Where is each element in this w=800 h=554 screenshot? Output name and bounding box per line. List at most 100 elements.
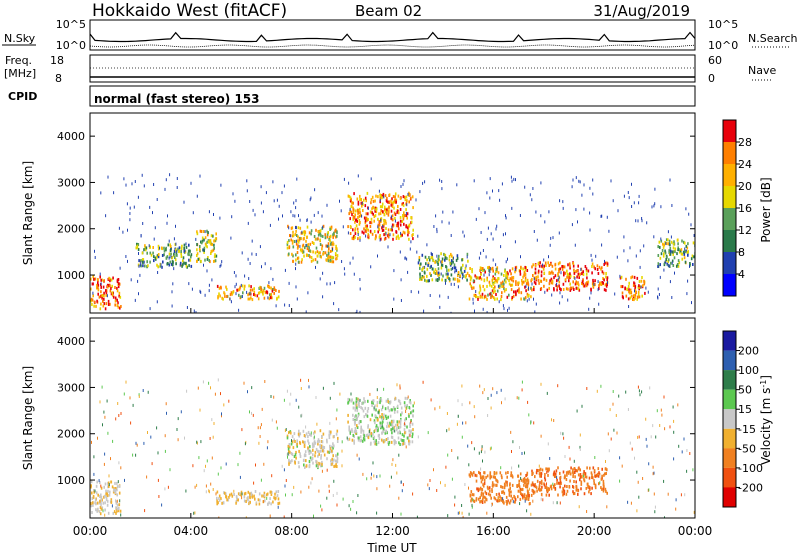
- velocity-cell: [576, 409, 578, 413]
- velocity-cell: [489, 476, 491, 480]
- power-cell: [512, 294, 515, 298]
- power-cell: [353, 192, 355, 196]
- velocity-cell: [405, 410, 407, 413]
- power-cell: [659, 245, 661, 249]
- power-cell: [203, 263, 204, 267]
- power-cell: [173, 237, 175, 241]
- velocity-cell: [575, 484, 578, 488]
- power-cell: [303, 254, 305, 258]
- power-cell: [384, 220, 387, 223]
- power-cell: [317, 211, 319, 215]
- power-cell: [633, 201, 635, 205]
- velocity-cell: [591, 486, 593, 490]
- power-cell: [169, 260, 171, 264]
- power-cell: [456, 254, 459, 258]
- velocity-cell: [556, 481, 558, 485]
- velocity-cell: [588, 485, 590, 488]
- power-cell: [685, 249, 687, 253]
- velocity-cell: [295, 398, 297, 402]
- velocity-cell: [352, 433, 355, 437]
- power-cell: [572, 286, 574, 290]
- power-cell: [599, 281, 601, 285]
- power-cell: [295, 285, 297, 289]
- power-cell: [629, 296, 632, 300]
- velocity-cell: [537, 469, 539, 472]
- power-cell: [181, 264, 183, 268]
- power-cell: [544, 261, 547, 265]
- power-cell: [149, 307, 151, 311]
- velocity-cell: [395, 428, 398, 432]
- velocity-cell: [326, 440, 328, 444]
- power-cell: [582, 273, 585, 276]
- power-cell: [192, 211, 194, 215]
- power-cell: [248, 297, 251, 301]
- power-cell: [450, 234, 452, 237]
- velocity-cell: [106, 499, 109, 503]
- velocity-cell: [446, 429, 448, 433]
- power-cell: [125, 183, 127, 187]
- power-cell: [314, 258, 317, 262]
- power-cell: [232, 192, 234, 196]
- y-tick-label: 4000: [57, 130, 85, 143]
- velocity-cell: [551, 418, 552, 422]
- power-cell: [680, 252, 683, 256]
- colorbar-tick-label: -50: [738, 442, 756, 455]
- velocity-cell: [485, 497, 487, 501]
- velocity-cell: [596, 474, 598, 477]
- power-cell: [558, 231, 560, 235]
- velocity-cell: [648, 462, 650, 466]
- power-cell: [594, 279, 596, 283]
- power-cell: [144, 244, 146, 248]
- velocity-cell: [333, 458, 335, 462]
- power-cell: [332, 256, 335, 260]
- power-cell: [149, 260, 151, 264]
- power-cell: [401, 233, 403, 237]
- power-cell: [351, 236, 354, 240]
- power-cell: [321, 247, 323, 251]
- velocity-cell: [378, 398, 380, 402]
- velocity-cell: [559, 501, 561, 505]
- power-cell: [428, 279, 430, 283]
- velocity-cell: [514, 498, 517, 502]
- power-cell: [557, 272, 559, 276]
- power-cell: [315, 228, 317, 232]
- velocity-cell: [150, 435, 152, 439]
- velocity-cell: [436, 489, 438, 492]
- power-cell: [354, 232, 357, 236]
- velocity-cell: [305, 464, 308, 468]
- velocity-cell: [177, 417, 179, 421]
- power-cell: [500, 281, 502, 285]
- power-cell: [569, 288, 572, 292]
- velocity-cell: [321, 440, 324, 444]
- power-cell: [281, 191, 283, 195]
- velocity-cell: [355, 429, 358, 433]
- velocity-cell: [283, 515, 285, 518]
- power-cell: [369, 225, 372, 228]
- power-cell: [118, 291, 121, 295]
- power-cell: [408, 224, 411, 228]
- power-cell: [273, 288, 276, 291]
- velocity-cell: [572, 475, 574, 478]
- velocity-cell: [495, 483, 497, 487]
- power-cell: [473, 179, 475, 183]
- velocity-cell: [546, 488, 548, 492]
- velocity-cell: [146, 475, 148, 479]
- colorbar-swatch: [723, 230, 736, 252]
- velocity-cell: [504, 483, 506, 487]
- power-cell: [153, 255, 155, 259]
- velocity-cell: [101, 498, 103, 502]
- power-cell: [394, 212, 397, 216]
- power-cell: [288, 281, 290, 285]
- power-cell: [114, 303, 116, 307]
- power-cell: [549, 279, 551, 283]
- power-cell: [417, 261, 420, 265]
- velocity-cell: [523, 493, 526, 497]
- velocity-cell: [552, 482, 554, 486]
- power-cell: [356, 197, 359, 201]
- power-cell: [571, 223, 573, 227]
- velocity-cell: [283, 398, 285, 402]
- power-cell: [107, 175, 109, 179]
- power-cell: [557, 278, 559, 282]
- velocity-cell: [683, 437, 685, 441]
- power-cell: [516, 289, 519, 293]
